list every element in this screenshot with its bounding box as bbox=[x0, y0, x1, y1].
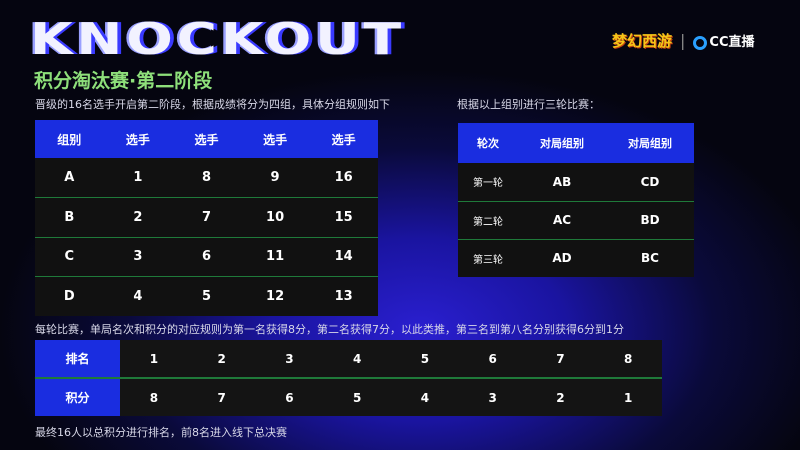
table-row: C 3 6 11 14 bbox=[35, 237, 378, 277]
points-table: 排名 1 2 3 4 5 6 7 8 积分 8 7 6 5 4 3 2 1 bbox=[35, 340, 662, 416]
table-cell: 第二轮 bbox=[458, 201, 518, 240]
table-cell: C bbox=[35, 237, 104, 277]
column-header: 组别 bbox=[35, 120, 104, 158]
table-cell: 12 bbox=[266, 289, 285, 304]
table-cell: 14 bbox=[309, 237, 378, 277]
table-cell: BC bbox=[641, 251, 659, 266]
table-cell: AD bbox=[552, 251, 572, 266]
rank-cell: 8 bbox=[594, 340, 662, 379]
rounds-intro: 根据以上组别进行三轮比赛： bbox=[457, 98, 600, 111]
rank-cell: 7 bbox=[526, 340, 595, 379]
score-cell: 2 bbox=[556, 390, 565, 405]
table-cell: 1 bbox=[103, 158, 173, 198]
table-cell: A bbox=[35, 158, 104, 198]
logo-divider: | bbox=[680, 31, 686, 50]
table-cell: 4 bbox=[133, 289, 143, 304]
table-row: 第一轮 AB CD bbox=[458, 163, 694, 202]
table-cell: B bbox=[35, 197, 104, 238]
table-cell: D bbox=[63, 289, 75, 304]
score-label: 积分 bbox=[35, 378, 120, 416]
cc-icon bbox=[693, 35, 708, 50]
score-cell: 6 bbox=[285, 390, 294, 405]
table-cell: 11 bbox=[240, 237, 310, 277]
table-cell: 16 bbox=[309, 158, 378, 198]
page-subtitle: 积分淘汰赛·第二阶段 bbox=[34, 70, 213, 92]
table-cell: AC bbox=[518, 201, 606, 240]
table-row: B 2 7 10 15 bbox=[35, 197, 378, 238]
score-cell: 7 bbox=[217, 390, 226, 405]
table-cell: BD bbox=[606, 201, 694, 240]
table-cell: 第三轮 bbox=[473, 254, 503, 266]
game-logo: 梦幻西游 bbox=[612, 32, 673, 50]
knockout-title: KNOCKOUT bbox=[30, 14, 405, 65]
rank-cell: 1 bbox=[120, 340, 188, 379]
table-row: A 1 8 9 16 bbox=[35, 158, 378, 198]
table-cell: 5 bbox=[201, 289, 211, 304]
table-cell: 8 bbox=[172, 158, 241, 198]
table-row: 第二轮 AC BD bbox=[458, 201, 694, 240]
cc-logo: CC直播 bbox=[693, 31, 755, 50]
column-header: 轮次 bbox=[458, 123, 518, 163]
table-cell: 7 bbox=[172, 197, 241, 238]
table-cell: 3 bbox=[103, 237, 173, 277]
rank-cell: 6 bbox=[458, 340, 527, 379]
score-cell: 8 bbox=[149, 390, 159, 405]
column-header: 选手 bbox=[172, 120, 241, 158]
table-cell: CD bbox=[606, 163, 694, 202]
score-cell: 5 bbox=[352, 390, 362, 405]
column-header: 选手 bbox=[240, 120, 310, 158]
table-cell: AB bbox=[518, 163, 606, 202]
rank-cell: 5 bbox=[391, 340, 459, 379]
table-cell: 6 bbox=[172, 237, 241, 277]
column-header: 选手 bbox=[103, 120, 173, 158]
table-cell: 15 bbox=[309, 197, 378, 238]
rank-cell: 2 bbox=[187, 340, 256, 379]
score-cell: 3 bbox=[488, 390, 497, 405]
score-cell: 4 bbox=[420, 390, 430, 405]
rounds-table: 轮次 对局组别 对局组别 第一轮 AB CD 第二轮 AC BD 第三轮 AD BC bbox=[458, 123, 694, 277]
groups-intro: 晋级的16名选手开启第二阶段，根据成绩将分为四组，具体分组规则如下 bbox=[35, 98, 390, 111]
score-cell: 1 bbox=[623, 390, 633, 405]
groups-table: 组别 选手 选手 选手 选手 A 1 8 9 16 B 2 7 10 15 C 3 6 11 14 D 4 5 12 13 bbox=[35, 120, 378, 316]
logos: 梦幻西游 | CC直播 bbox=[612, 30, 755, 51]
table-cell: 13 bbox=[334, 289, 353, 304]
points-intro: 每轮比赛，单局名次和积分的对应规则为第一名获得8分，第二名获得7分，以此类推，第… bbox=[35, 323, 624, 336]
rank-cell: 3 bbox=[255, 340, 324, 379]
column-header: 对局组别 bbox=[518, 123, 606, 163]
table-row: 第三轮 AD BC bbox=[458, 239, 694, 277]
table-cell: 10 bbox=[240, 197, 310, 238]
cc-logo-text: CC直播 bbox=[709, 35, 755, 50]
table-row: D 4 5 12 13 bbox=[35, 277, 378, 317]
table-cell: 第一轮 bbox=[458, 163, 518, 202]
rank-label: 排名 bbox=[35, 340, 120, 379]
column-header: 对局组别 bbox=[606, 123, 694, 163]
rank-cell: 4 bbox=[323, 340, 391, 379]
points-footer: 最终16人以总积分进行排名，前8名进入线下总决赛 bbox=[35, 426, 287, 439]
table-cell: 2 bbox=[103, 197, 173, 238]
column-header: 选手 bbox=[309, 120, 378, 158]
table-cell: 9 bbox=[240, 158, 310, 198]
